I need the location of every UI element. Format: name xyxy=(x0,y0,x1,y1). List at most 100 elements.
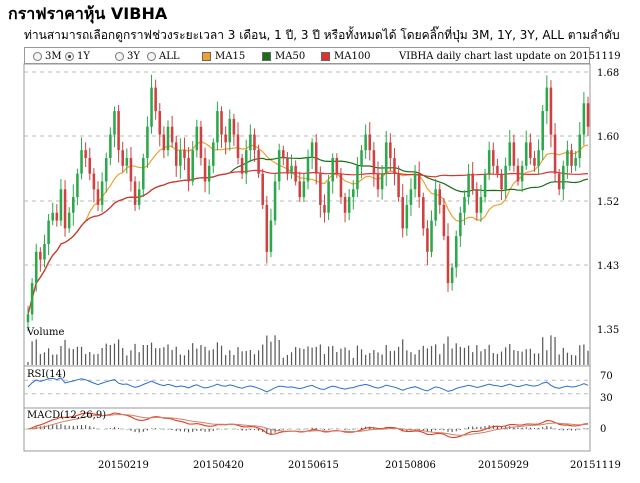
volume-bar xyxy=(270,341,272,365)
volume-bar xyxy=(311,347,313,365)
volume-bar xyxy=(439,354,441,365)
candle-body xyxy=(59,189,63,221)
candle-body xyxy=(269,220,273,252)
candle-body xyxy=(393,158,396,174)
volume-bar xyxy=(373,350,375,365)
volume-bar xyxy=(249,350,251,365)
legend-ma50: MA50 xyxy=(262,49,305,63)
candle-body xyxy=(146,126,149,158)
candle-body xyxy=(170,126,174,143)
volume-bar xyxy=(303,348,305,365)
legend-ma100: MA100 xyxy=(321,49,371,63)
radio-3m-icon[interactable] xyxy=(33,51,42,61)
volume-bar xyxy=(332,345,334,365)
volume-bar xyxy=(558,354,560,365)
candle-body xyxy=(55,212,59,221)
candle-body xyxy=(257,150,260,174)
volume-bar xyxy=(134,343,136,365)
volume-bar xyxy=(430,346,433,365)
volume-bar xyxy=(183,355,186,365)
candle-body xyxy=(347,197,351,213)
volume-bar xyxy=(513,350,515,365)
range-1y-option[interactable]: 1Y xyxy=(65,49,90,63)
candle-body xyxy=(339,173,343,198)
candle-body xyxy=(401,197,404,229)
candle-body xyxy=(496,165,499,174)
volume-bar xyxy=(126,355,128,365)
volume-bar xyxy=(533,353,536,365)
volume-bar xyxy=(262,344,264,365)
volume-bar xyxy=(216,342,219,365)
volume-bar xyxy=(229,350,231,365)
volume-bar xyxy=(422,345,424,365)
volume-bar xyxy=(505,347,507,365)
volume-bar xyxy=(537,353,540,365)
volume-bar xyxy=(97,353,99,365)
candle-body xyxy=(578,134,582,158)
volume-bar xyxy=(319,344,321,365)
rsi-label: RSI(14) xyxy=(27,369,66,380)
candle-body xyxy=(442,204,446,237)
volume-bar xyxy=(575,355,577,365)
range-3m-option[interactable]: 3M xyxy=(33,49,62,63)
radio-1y-icon[interactable] xyxy=(65,51,74,61)
volume-bar xyxy=(117,339,120,365)
range-3y-option[interactable]: 3Y xyxy=(115,49,140,63)
candle-body xyxy=(533,158,536,166)
chart-toolbar: 3M 1Y 3Y ALL MA15 MA50 MA100 VIBHA daily… xyxy=(24,47,621,64)
candle-body xyxy=(397,173,400,198)
range-all-label: ALL xyxy=(159,50,180,62)
candle-body xyxy=(557,173,561,190)
volume-bar xyxy=(327,346,330,365)
candle-body xyxy=(277,150,281,182)
candle-body xyxy=(492,150,495,166)
volume-bar xyxy=(509,344,511,365)
candle-body xyxy=(100,181,104,205)
volume-bar xyxy=(472,352,474,365)
candle-body xyxy=(384,142,388,174)
candle-body xyxy=(520,165,524,182)
volume-bar xyxy=(187,349,190,365)
volume-bar xyxy=(402,339,404,365)
macd-layer xyxy=(27,412,589,439)
volume-bar xyxy=(389,351,391,365)
volume-bar xyxy=(492,352,494,365)
candle-body xyxy=(129,158,133,182)
candle-body xyxy=(454,236,458,268)
candle-body xyxy=(372,150,376,174)
ma100-line xyxy=(27,169,589,315)
volume-bar xyxy=(196,348,198,365)
volume-bar xyxy=(566,352,569,365)
volume-bar xyxy=(484,348,486,365)
x-tick-label: 20150420 xyxy=(193,460,244,471)
x-tick-label: 20150219 xyxy=(98,460,149,471)
legend-ma15-label: MA15 xyxy=(215,50,246,62)
volume-bar xyxy=(159,348,161,365)
candle-body xyxy=(483,173,487,198)
candle-body xyxy=(463,197,466,213)
x-tick-label: 20150615 xyxy=(288,460,339,471)
candle-body xyxy=(426,228,429,252)
page-title: กราฟราคาหุ้น VIBHA xyxy=(8,4,168,23)
candle-body xyxy=(566,150,569,166)
volume-bar xyxy=(570,354,573,365)
candle-body xyxy=(158,111,162,135)
volume-bar xyxy=(27,361,29,365)
candle-body xyxy=(113,111,116,135)
page-subtitle: ท่านสามารถเลือกดูกราฟช่วงระยะเวลา 3 เดือ… xyxy=(24,28,620,42)
candle-body xyxy=(282,150,285,158)
volume-bar xyxy=(525,349,527,365)
volume-bar xyxy=(93,354,95,365)
range-all-option[interactable]: ALL xyxy=(147,49,180,63)
volume-bar xyxy=(113,343,116,365)
volume-bar xyxy=(109,344,111,365)
candle-body xyxy=(203,158,207,182)
candle-body xyxy=(150,87,153,127)
macd-signal-line xyxy=(27,414,589,436)
volume-bar xyxy=(542,337,544,365)
candle-body xyxy=(405,204,409,229)
candle-body xyxy=(199,126,203,158)
radio-3y-icon[interactable] xyxy=(115,51,124,61)
radio-all-icon[interactable] xyxy=(147,51,156,61)
candle-body xyxy=(438,189,442,205)
